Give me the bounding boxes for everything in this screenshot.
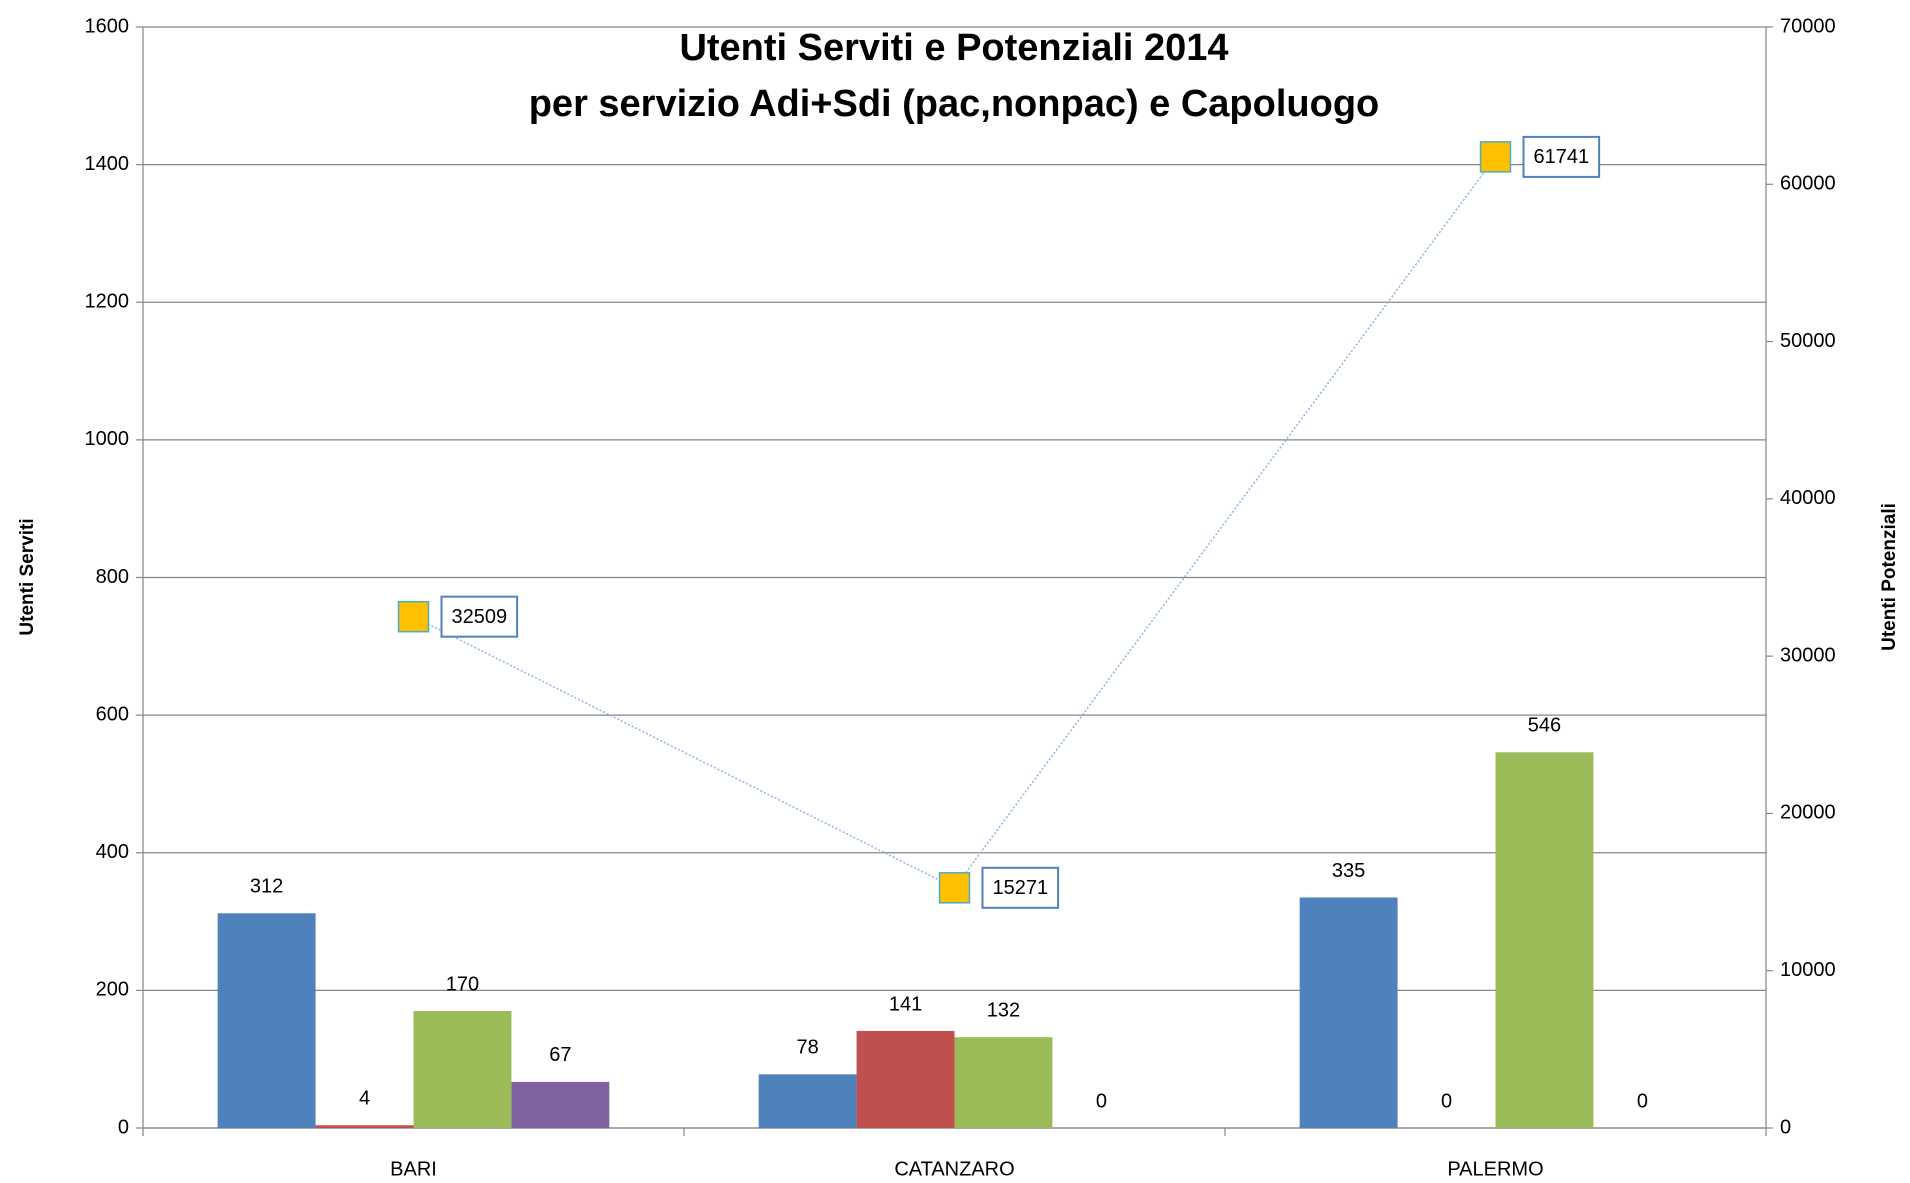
data-label: 32509 xyxy=(452,606,508,628)
y-tick-label: 200 xyxy=(96,979,129,1001)
y-axis-title: Utenti Serviti xyxy=(17,518,38,635)
bar xyxy=(758,1074,857,1128)
data-label-box xyxy=(1522,135,1601,178)
data-label: 312 xyxy=(250,876,283,898)
bar xyxy=(1495,752,1594,1128)
y-tick-label: 600 xyxy=(96,703,129,725)
line-marker xyxy=(938,872,971,904)
data-label: 141 xyxy=(889,993,922,1015)
data-label-box xyxy=(440,595,519,638)
data-label: 0 xyxy=(1637,1090,1648,1112)
chart-title: Utenti Serviti e Potenziali 2014 xyxy=(679,27,1228,69)
bar xyxy=(413,1011,512,1128)
y2-tick-label: 10000 xyxy=(1780,959,1836,981)
data-label: 15271 xyxy=(993,877,1049,899)
y2-axis-title: Utenti Potenziali xyxy=(1879,503,1900,651)
data-label-box xyxy=(981,866,1060,909)
data-label: 335 xyxy=(1332,860,1365,882)
y-tick-label: 1000 xyxy=(85,428,130,450)
line xyxy=(413,156,1497,889)
data-label: 132 xyxy=(987,999,1020,1021)
data-label: 4 xyxy=(359,1088,370,1110)
y-tick-label: 1400 xyxy=(85,153,130,175)
y-tick-label: 800 xyxy=(96,566,129,588)
x-tick-label: CATANZARO xyxy=(894,1158,1014,1180)
chart-title: per servizio Adi+Sdi (pac,nonpac) e Capo… xyxy=(529,83,1380,125)
bar xyxy=(217,913,316,1128)
y2-tick-label: 40000 xyxy=(1780,487,1836,509)
y2-tick-label: 30000 xyxy=(1780,644,1836,666)
data-label: 546 xyxy=(1528,715,1561,737)
x-tick-label: BARI xyxy=(390,1158,437,1180)
bar xyxy=(954,1037,1053,1128)
data-label: 170 xyxy=(446,973,479,995)
data-label: 78 xyxy=(796,1037,818,1059)
y2-tick-label: 60000 xyxy=(1780,173,1836,195)
y2-tick-label: 0 xyxy=(1780,1116,1791,1138)
y-tick-label: 1200 xyxy=(85,291,130,313)
y-tick-label: 400 xyxy=(96,841,129,863)
data-label: 67 xyxy=(549,1044,571,1066)
bar xyxy=(315,1125,414,1128)
y-tick-label: 0 xyxy=(118,1116,129,1138)
x-tick-label: PALERMO xyxy=(1447,1158,1543,1180)
bar xyxy=(856,1030,955,1128)
data-label: 61741 xyxy=(1534,146,1590,168)
bar xyxy=(511,1081,610,1128)
data-label: 0 xyxy=(1096,1090,1107,1112)
line-marker xyxy=(1479,141,1512,173)
y2-tick-label: 20000 xyxy=(1780,802,1836,824)
line-marker xyxy=(397,600,430,633)
bar xyxy=(1299,897,1398,1128)
data-label: 0 xyxy=(1441,1090,1452,1112)
y-tick-label: 1600 xyxy=(85,15,130,37)
y2-tick-label: 70000 xyxy=(1780,15,1836,37)
y2-tick-label: 50000 xyxy=(1780,330,1836,352)
